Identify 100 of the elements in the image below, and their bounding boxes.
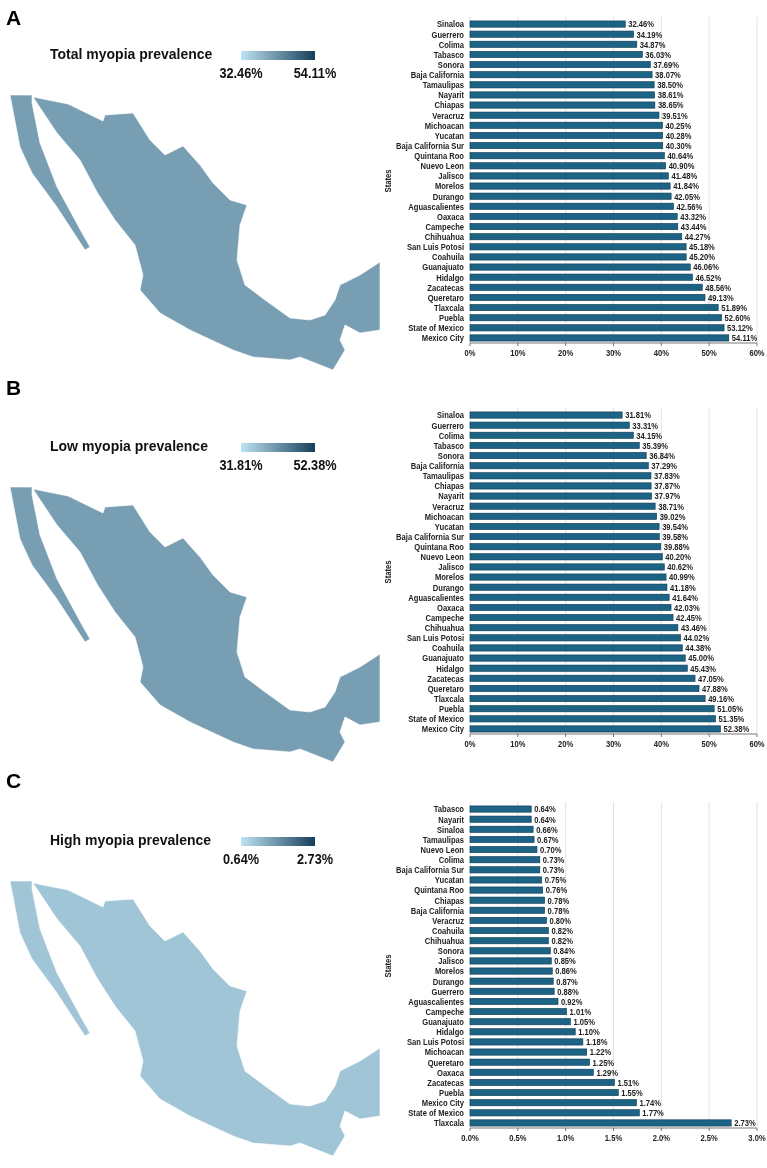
bar: [469, 472, 652, 480]
y-tick-label: San Luis Potosi: [407, 241, 464, 253]
data-label: 0.87%: [556, 975, 579, 987]
y-tick-label: Guerrero: [431, 28, 464, 40]
bar: [469, 202, 674, 210]
y-tick-label: Baja California Sur: [396, 140, 465, 152]
data-label: 1.77%: [642, 1107, 665, 1119]
bar: [469, 283, 703, 291]
x-tick-label: 30%: [605, 346, 622, 358]
data-label: 0.70%: [539, 844, 562, 856]
data-label: 0.82%: [551, 935, 574, 947]
text: 31.81%: [219, 455, 263, 474]
data-label: 51.05%: [717, 703, 744, 715]
data-label: 40.62%: [667, 561, 694, 573]
data-label: 0.92%: [561, 996, 583, 1008]
y-tick-label: Guanajuato: [422, 261, 464, 273]
y-tick-label: Quintana Roo: [414, 884, 464, 896]
data-label: 46.06%: [693, 261, 720, 273]
bar: [469, 927, 549, 934]
data-label: 0.86%: [555, 965, 578, 977]
bar: [469, 987, 555, 995]
bar: [469, 152, 665, 160]
bar: [469, 1058, 590, 1066]
y-tick-label: Michoacan: [424, 510, 464, 522]
data-label: 40.90%: [668, 160, 695, 172]
y-tick-label: Queretaro: [427, 292, 464, 304]
bar: [469, 121, 663, 129]
bar: [469, 725, 721, 733]
text: 32.46%: [219, 63, 263, 82]
y-tick-label: State of Mexico: [408, 1107, 464, 1119]
y-tick-label: Sonora: [437, 59, 465, 71]
bar: [469, 583, 668, 591]
bar: [469, 273, 693, 281]
y-tick-label: Nayarit: [438, 490, 465, 502]
bar: [469, 294, 706, 301]
bar: [469, 624, 679, 632]
data-label: 1.29%: [596, 1066, 619, 1078]
bar: [469, 896, 545, 904]
data-label: 37.29%: [651, 460, 678, 472]
x-tick-label: 10%: [510, 737, 526, 749]
x-tick-label: 0.0%: [461, 1131, 479, 1143]
y-tick-label: Coahuila: [431, 925, 465, 937]
y-tick-label: Jalisco: [438, 170, 464, 182]
text: 2.73%: [296, 849, 334, 868]
y-tick-label: Guanajuato: [422, 1016, 464, 1028]
y-axis-title: States: [382, 560, 394, 584]
y-tick-label: Nuevo Leon: [420, 160, 464, 172]
bar: [469, 1089, 619, 1096]
data-label: 45.00%: [688, 652, 715, 664]
data-label: 37.83%: [653, 470, 681, 482]
y-tick-label: Morelos: [434, 965, 465, 977]
data-label: 1.18%: [585, 1036, 608, 1048]
y-tick-label: Sinaloa: [436, 409, 465, 421]
y-tick-label: Baja California Sur: [396, 864, 465, 876]
data-label: 40.20%: [665, 551, 692, 563]
bar: [469, 664, 688, 672]
y-tick-label: Michoacan: [424, 119, 464, 131]
data-label: 0.64%: [534, 813, 557, 825]
y-tick-label: San Luis Potosi: [407, 1036, 464, 1048]
y-tick-label: Nayarit: [438, 89, 465, 101]
bar: [469, 452, 647, 459]
y-tick-label: Veracruz: [432, 915, 464, 927]
bar: [469, 243, 687, 251]
data-label: 33.31%: [632, 419, 659, 431]
bar: [469, 1038, 584, 1046]
bar: [469, 1028, 576, 1036]
y-tick-label: Yucatan: [434, 130, 464, 142]
y-tick-label: Sinaloa: [436, 18, 465, 30]
data-label: 43.32%: [680, 211, 707, 223]
x-tick-label: 0%: [464, 737, 476, 749]
bar: [469, 132, 663, 139]
bar: [469, 866, 541, 874]
y-tick-label: Campeche: [425, 1006, 465, 1018]
y-tick-label: Chiapas: [434, 894, 465, 906]
bar: [469, 644, 683, 652]
data-label: 52.38%: [723, 723, 750, 735]
y-tick-label: Campeche: [425, 221, 465, 233]
y-tick-label: State of Mexico: [408, 322, 464, 334]
bar: [469, 1119, 732, 1127]
data-label: 0.82%: [551, 925, 574, 937]
data-label: 0.66%: [536, 823, 558, 835]
y-tick-label: Nuevo Leon: [420, 844, 464, 856]
data-label: 41.18%: [669, 581, 697, 593]
y-tick-label: Tamaulipas: [422, 470, 465, 482]
text: High myopia prevalence: [50, 832, 212, 848]
bar: [469, 977, 554, 985]
bar: [469, 182, 671, 190]
x-tick-label: 40%: [653, 346, 670, 358]
y-tick-label: Baja California: [410, 460, 465, 472]
data-label: 44.38%: [685, 642, 712, 654]
y-tick-label: Chihuahua: [424, 935, 465, 947]
data-label: 41.48%: [671, 170, 698, 182]
data-label: 0.73%: [542, 854, 565, 866]
y-tick-label: Michoacan: [424, 1046, 464, 1058]
y-tick-label: Puebla: [439, 703, 465, 715]
data-label: 0.88%: [557, 985, 580, 997]
data-label: 49.13%: [708, 292, 735, 304]
data-label: 54.11%: [731, 332, 758, 344]
data-label: 39.88%: [663, 541, 690, 553]
y-tick-label: Tabasco: [433, 803, 464, 815]
